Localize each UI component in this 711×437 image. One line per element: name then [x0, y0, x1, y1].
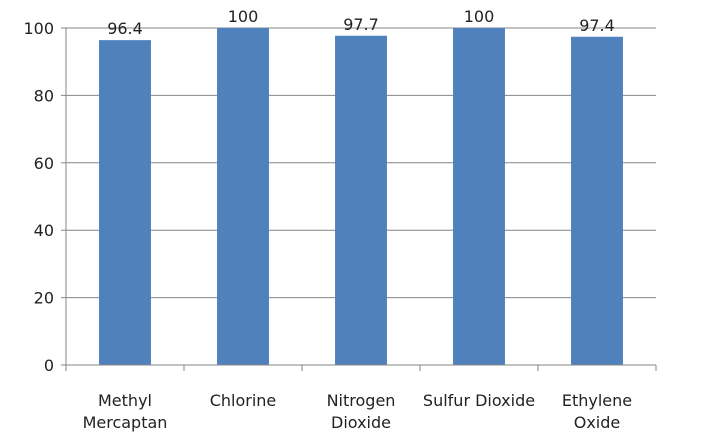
category-label: Mercaptan — [83, 413, 168, 432]
category-label: Sulfur Dioxide — [423, 391, 535, 410]
bar — [453, 28, 505, 365]
y-tick-label: 0 — [44, 356, 54, 375]
bar — [99, 40, 151, 366]
axes — [61, 27, 657, 371]
data-label: 100 — [464, 7, 495, 26]
category-label: Chlorine — [210, 391, 277, 410]
data-label: 96.4 — [107, 19, 143, 38]
y-tick-label: 80 — [34, 86, 54, 105]
bar — [571, 36, 623, 366]
category-label: Methyl — [98, 391, 152, 410]
data-label: 97.7 — [343, 15, 379, 34]
y-tick-label: 60 — [34, 154, 54, 173]
category-label: Oxide — [574, 413, 621, 432]
data-label: 100 — [228, 7, 259, 26]
y-tick-label: 100 — [23, 19, 54, 38]
category-label: Dioxide — [331, 413, 391, 432]
category-label: Nitrogen — [327, 391, 396, 410]
y-tick-label: 40 — [34, 221, 54, 240]
data-label: 97.4 — [579, 16, 615, 35]
category-label: Ethylene — [562, 391, 632, 410]
bars — [99, 28, 623, 366]
bar — [335, 35, 387, 365]
labels: 0 20 40 60 80 100 96.4 Methyl Mercaptan 100 Chlori… — [23, 7, 632, 432]
bar — [217, 28, 269, 365]
y-tick-label: 20 — [34, 289, 54, 308]
